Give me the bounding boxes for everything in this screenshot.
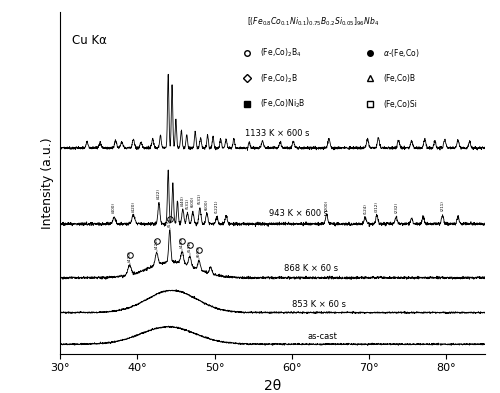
Text: $[(Fe_{0.8}Co_{0.1}Ni_{0.1})_{0.75}B_{0.2}Si_{0.05}]_{96}Nb_4$: $[(Fe_{0.8}Co_{0.1}Ni_{0.1})_{0.75}B_{0.…	[247, 15, 379, 28]
Text: 868 K × 60 s: 868 K × 60 s	[284, 264, 338, 273]
Text: Cu Kα: Cu Kα	[72, 34, 106, 47]
Text: (Fe,Co)$_2$B: (Fe,Co)$_2$B	[260, 72, 298, 85]
Text: (600): (600)	[191, 196, 195, 208]
Text: 1133 K × 600 s: 1133 K × 600 s	[246, 129, 310, 138]
Text: (420): (420)	[132, 201, 136, 212]
Text: (422): (422)	[157, 188, 161, 199]
Text: (211): (211)	[440, 200, 444, 211]
Text: 853 K × 60 s: 853 K × 60 s	[292, 300, 346, 309]
Text: $\alpha$-(Fe,Co): $\alpha$-(Fe,Co)	[383, 47, 420, 59]
Text: (600): (600)	[197, 246, 201, 257]
Text: as-cast: as-cast	[308, 332, 337, 341]
Text: (400): (400)	[112, 202, 116, 213]
Text: (Fe,Co)$_2$B$_4$: (Fe,Co)$_2$B$_4$	[260, 46, 302, 59]
X-axis label: 2θ: 2θ	[264, 379, 281, 393]
Text: (531): (531)	[186, 198, 190, 209]
Text: (Fe,Co)Ni$_2$B: (Fe,Co)Ni$_2$B	[260, 98, 306, 110]
Text: (200): (200)	[324, 200, 328, 211]
Text: 943 K × 600 s: 943 K × 600 s	[268, 209, 328, 218]
Text: (232): (232)	[394, 202, 398, 213]
Text: (420): (420)	[128, 250, 132, 262]
Text: (422): (422)	[154, 237, 158, 249]
Text: (600): (600)	[205, 199, 209, 210]
Text: (440): (440)	[181, 195, 185, 206]
Text: (531): (531)	[188, 241, 192, 252]
Y-axis label: Intensity (a.u.): Intensity (a.u.)	[42, 137, 54, 229]
Text: (440): (440)	[180, 236, 184, 248]
Text: (312): (312)	[375, 201, 379, 212]
Text: (124): (124)	[363, 203, 367, 214]
Text: (511): (511)	[168, 215, 172, 227]
Text: (1221): (1221)	[215, 200, 219, 213]
Text: (531): (531)	[198, 193, 202, 204]
Text: (Fe,Co)Si: (Fe,Co)Si	[383, 99, 417, 108]
Text: (Fe,Co)B: (Fe,Co)B	[383, 74, 415, 83]
